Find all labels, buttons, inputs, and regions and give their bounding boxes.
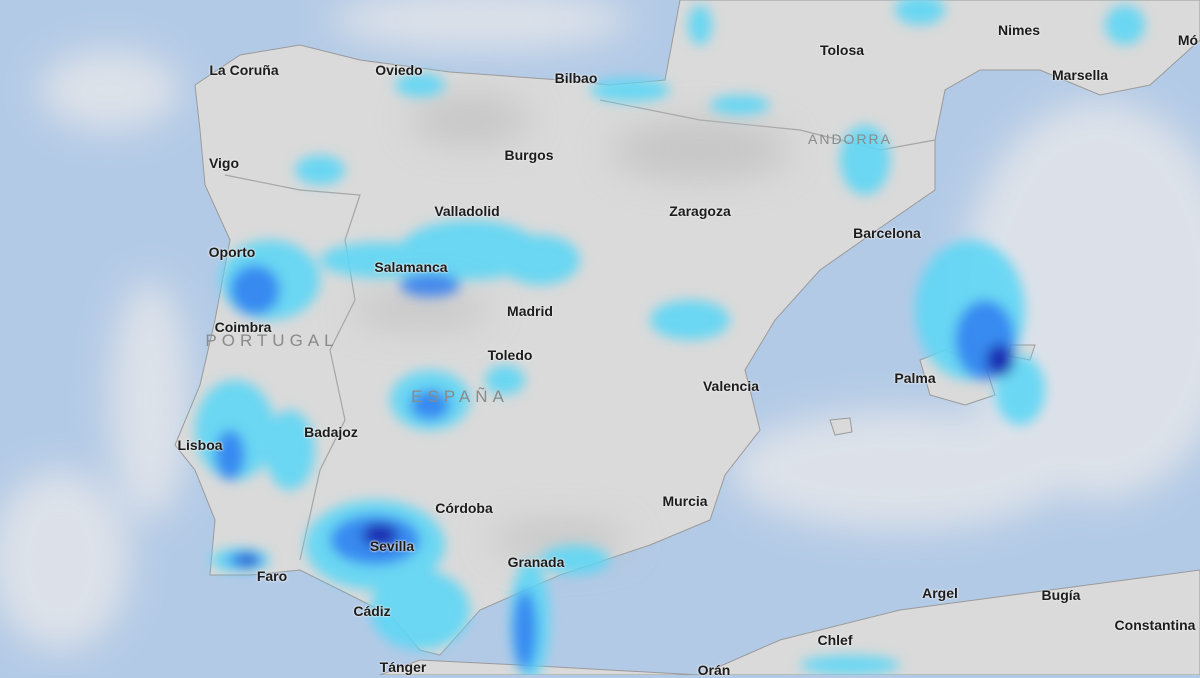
city-label[interactable]: Marsella <box>1051 67 1109 83</box>
cloud-layer <box>0 0 1200 650</box>
city-label[interactable]: Burgos <box>504 147 554 163</box>
city-label[interactable]: Mó <box>1177 32 1199 48</box>
city-label[interactable]: Vigo <box>208 155 240 171</box>
city-label[interactable]: Lisboa <box>177 437 223 453</box>
country-label-espana: ESPAÑA <box>411 387 509 406</box>
ibiza <box>829 417 853 436</box>
city-label[interactable]: Oviedo <box>375 62 423 78</box>
country-label-andorra: ANDORRA <box>807 131 893 147</box>
city-label[interactable]: Badajoz <box>304 424 358 440</box>
city-label[interactable]: Granada <box>507 554 565 570</box>
city-label[interactable]: Zaragoza <box>669 203 731 219</box>
city-label[interactable]: Nimes <box>997 22 1041 38</box>
city-label[interactable]: Toledo <box>487 347 533 363</box>
city-label[interactable]: Barcelona <box>853 225 921 241</box>
city-label[interactable]: La Coruña <box>209 62 279 78</box>
city-label[interactable]: Chlef <box>817 632 853 648</box>
city-label[interactable]: Tolosa <box>819 42 865 58</box>
precipitation-layer <box>195 0 1145 675</box>
country-label-portugal: PORTUGAL <box>205 331 339 350</box>
city-label[interactable]: Sevilla <box>369 538 415 554</box>
city-label[interactable]: Bugía <box>1041 587 1081 603</box>
city-label[interactable]: Murcia <box>662 493 708 509</box>
city-label[interactable]: Cádiz <box>353 603 391 619</box>
borders <box>224 99 936 561</box>
city-label[interactable]: Oporto <box>208 244 256 260</box>
city-label[interactable]: Argel <box>922 585 958 601</box>
city-label[interactable]: Palma <box>894 370 936 386</box>
city-label[interactable]: Coimbra <box>214 319 272 335</box>
city-label[interactable]: Córdoba <box>435 500 493 516</box>
city-label[interactable]: Faro <box>256 568 288 584</box>
city-label[interactable]: Bilbao <box>554 70 598 86</box>
city-label[interactable]: Tánger <box>379 659 427 675</box>
city-label[interactable]: Valladolid <box>434 203 500 219</box>
city-label[interactable]: Constantina <box>1114 617 1196 633</box>
city-label[interactable]: Salamanca <box>374 259 448 275</box>
city-label[interactable]: Madrid <box>507 303 553 319</box>
city-label[interactable]: Orán <box>697 662 731 678</box>
relief-shading <box>350 95 790 558</box>
city-label[interactable]: Valencia <box>702 378 760 394</box>
